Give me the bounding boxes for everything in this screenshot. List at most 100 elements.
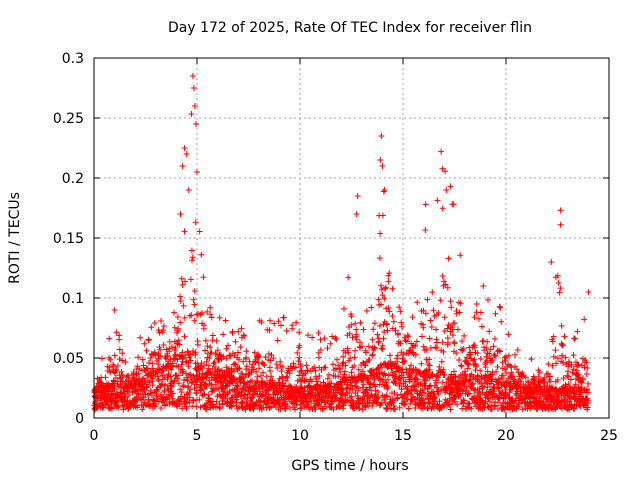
data-point (149, 372, 156, 379)
data-point (439, 339, 446, 346)
data-point (345, 357, 352, 364)
data-point (378, 282, 384, 289)
data-point (370, 326, 377, 333)
data-point (183, 151, 190, 157)
data-point (490, 343, 497, 350)
data-point (397, 340, 404, 347)
data-point (206, 395, 213, 402)
data-point (571, 405, 578, 412)
data-point (280, 383, 287, 390)
data-point (353, 211, 360, 217)
data-point (183, 370, 189, 377)
data-point (492, 353, 499, 359)
data-point (171, 324, 178, 331)
data-point (164, 376, 171, 383)
data-point (193, 372, 200, 379)
data-point (369, 336, 376, 343)
data-point (161, 388, 168, 395)
data-point (336, 404, 343, 410)
data-point (409, 314, 416, 321)
data-point (280, 382, 287, 389)
data-point (389, 313, 396, 319)
data-point (452, 373, 459, 380)
data-point (471, 356, 478, 363)
data-point (119, 357, 126, 364)
data-point (375, 296, 382, 303)
data-point (494, 363, 501, 370)
data-point (326, 371, 332, 378)
data-point (469, 380, 476, 387)
data-point (272, 380, 279, 387)
data-point (243, 363, 250, 370)
data-point (380, 188, 387, 195)
data-point (486, 350, 493, 357)
data-point (393, 355, 400, 362)
data-point (389, 285, 396, 292)
data-point (285, 367, 292, 374)
data-point (296, 354, 303, 361)
data-point (385, 304, 392, 311)
data-point (342, 362, 349, 369)
data-point (554, 272, 561, 279)
data-point (497, 348, 503, 355)
data-point (253, 368, 260, 375)
data-point (505, 331, 512, 338)
data-point (125, 392, 132, 399)
data-point (235, 365, 242, 372)
data-point (283, 373, 290, 380)
data-point (491, 335, 498, 342)
data-point (208, 349, 215, 356)
data-point (135, 370, 142, 377)
data-point (192, 219, 199, 226)
data-point (347, 355, 354, 362)
data-point (102, 374, 109, 381)
data-point (463, 406, 470, 412)
data-point (345, 349, 352, 356)
data-point (135, 354, 142, 361)
data-point (212, 403, 219, 410)
data-point (229, 330, 236, 336)
data-point (181, 145, 188, 151)
data-point (427, 345, 434, 351)
data-point (584, 386, 590, 392)
data-point (379, 163, 386, 169)
data-point (433, 345, 440, 351)
data-point (303, 362, 310, 369)
data-point (203, 384, 210, 390)
data-point (443, 187, 450, 193)
data-point (107, 356, 114, 363)
data-point (179, 163, 186, 169)
data-point (219, 401, 226, 408)
data-point (566, 385, 573, 391)
data-point (486, 328, 493, 335)
data-point (207, 311, 214, 318)
data-point (140, 394, 147, 401)
data-point (277, 362, 284, 369)
data-point (440, 348, 447, 355)
data-point (148, 373, 155, 380)
data-point (284, 374, 291, 381)
data-point (94, 403, 101, 410)
data-point (496, 303, 503, 310)
data-point (348, 322, 355, 328)
data-point (375, 389, 382, 395)
data-point (584, 397, 591, 404)
data-point (557, 285, 564, 292)
data-point (456, 357, 462, 363)
data-point (213, 350, 220, 357)
data-point (536, 369, 543, 376)
data-point (483, 353, 490, 360)
data-point (422, 201, 429, 208)
data-point (540, 399, 547, 405)
data-point (340, 386, 347, 393)
data-point (171, 352, 178, 359)
data-point (235, 328, 242, 335)
data-point (134, 402, 140, 409)
x-axis-label: GPS time / hours (291, 458, 408, 474)
data-point (442, 281, 449, 288)
data-point (565, 358, 572, 365)
data-point (268, 352, 275, 358)
data-point (224, 395, 231, 402)
data-point (459, 347, 466, 354)
data-point (412, 342, 419, 349)
